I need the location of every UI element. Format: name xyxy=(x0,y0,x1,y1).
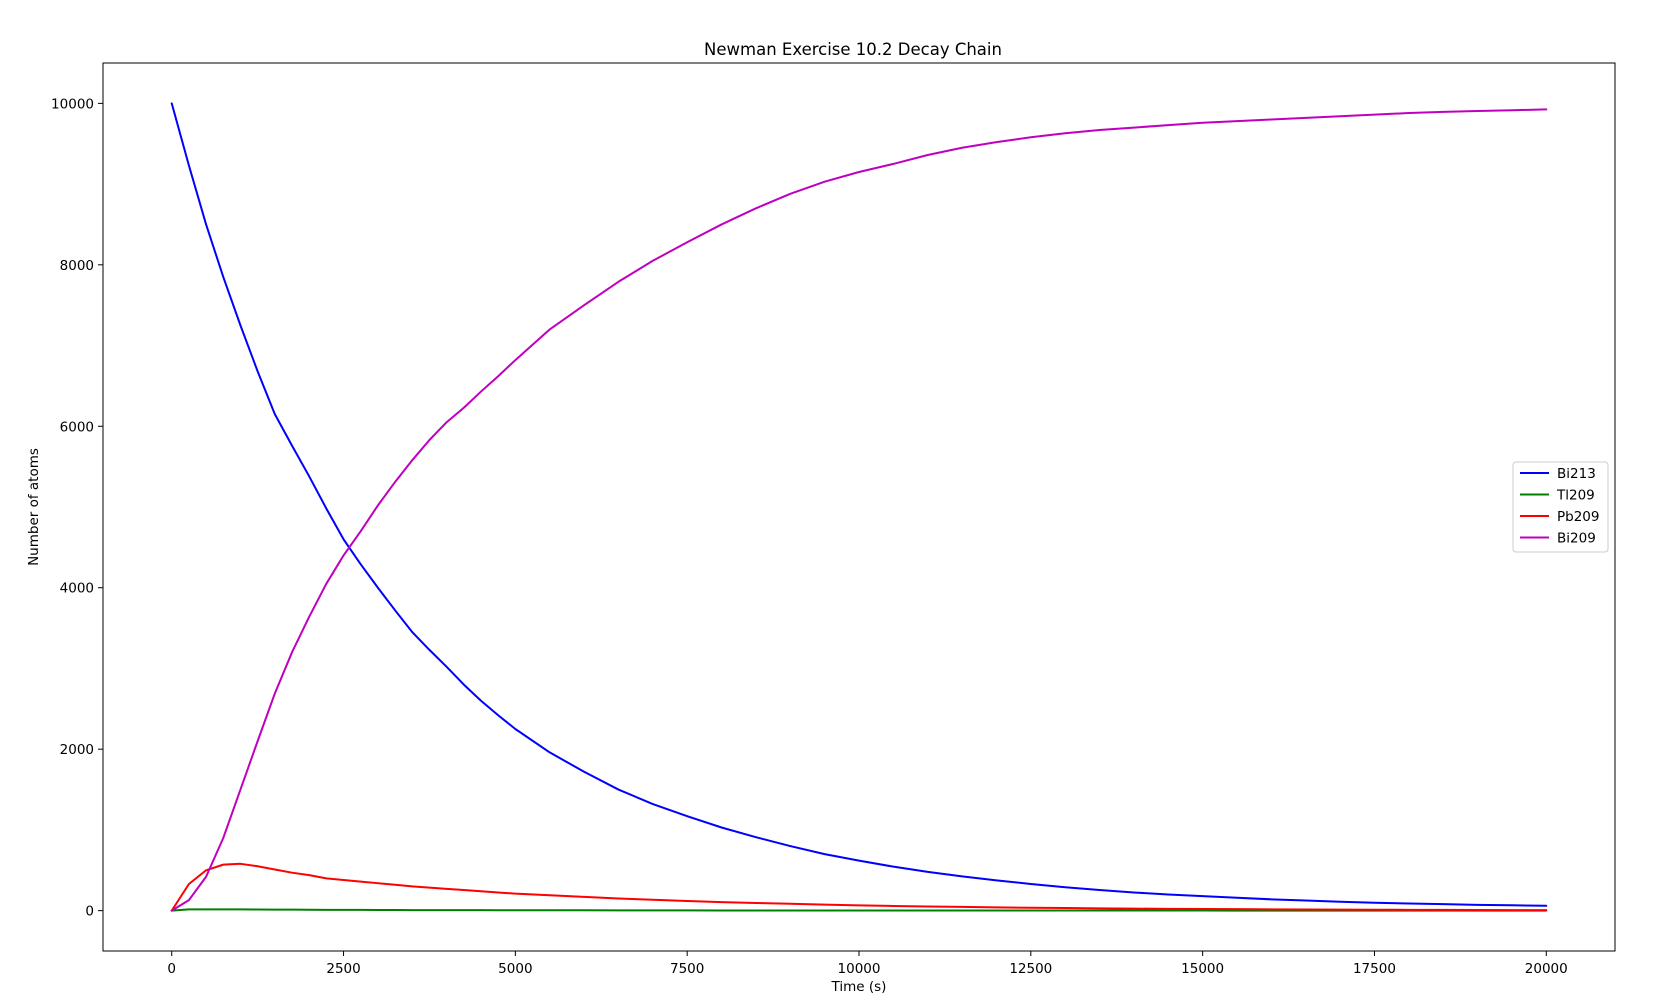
y-tick-label: 0 xyxy=(85,904,94,920)
x-tick-label: 12500 xyxy=(1009,961,1052,977)
x-tick-label: 7500 xyxy=(670,961,704,977)
x-axis-label: Time (s) xyxy=(831,979,887,995)
x-tick-label: 17500 xyxy=(1353,961,1396,977)
y-tick-label: 4000 xyxy=(60,581,94,597)
legend-box xyxy=(1512,461,1609,553)
plot-frame xyxy=(102,62,1616,952)
chart-title: Newman Exercise 10.2 Decay Chain xyxy=(704,40,1002,59)
series-line-tl209 xyxy=(170,908,1548,912)
x-tick-label: 5000 xyxy=(498,961,532,977)
legend-entries: Bi213 Tl209 Pb209 Bi209 xyxy=(1520,466,1599,547)
y-tick-label: 8000 xyxy=(60,258,94,274)
x-tick-label: 2500 xyxy=(326,961,360,977)
series-line-pb209 xyxy=(170,862,1548,912)
series-line-bi213 xyxy=(170,102,1548,907)
series-line-bi209 xyxy=(170,108,1548,912)
x-tick-label: 0 xyxy=(167,961,176,977)
y-tick-label: 6000 xyxy=(60,419,94,435)
legend-label-bi209: Bi209 xyxy=(1557,531,1596,547)
y-tick-label: 2000 xyxy=(60,742,94,758)
x-tick-label: 10000 xyxy=(838,961,881,977)
x-tick-label: 20000 xyxy=(1525,961,1568,977)
legend-label-tl209: Tl209 xyxy=(1556,488,1595,504)
y-axis-label: Number of atoms xyxy=(26,448,42,566)
y-tick-label: 10000 xyxy=(51,96,94,112)
legend-label-pb209: Pb209 xyxy=(1557,509,1599,525)
x-tick-label: 15000 xyxy=(1181,961,1224,977)
legend-label-bi213: Bi213 xyxy=(1557,466,1596,482)
x-axis-ticks: 0 2500 5000 7500 10000 12500 15000 17500 20000 xyxy=(167,951,1568,977)
y-axis-ticks: 0 2000 4000 6000 8000 10000 xyxy=(51,96,103,920)
legend: Bi213 Tl209 Pb209 Bi209 xyxy=(1512,461,1609,553)
plot-series-group xyxy=(170,102,1548,912)
